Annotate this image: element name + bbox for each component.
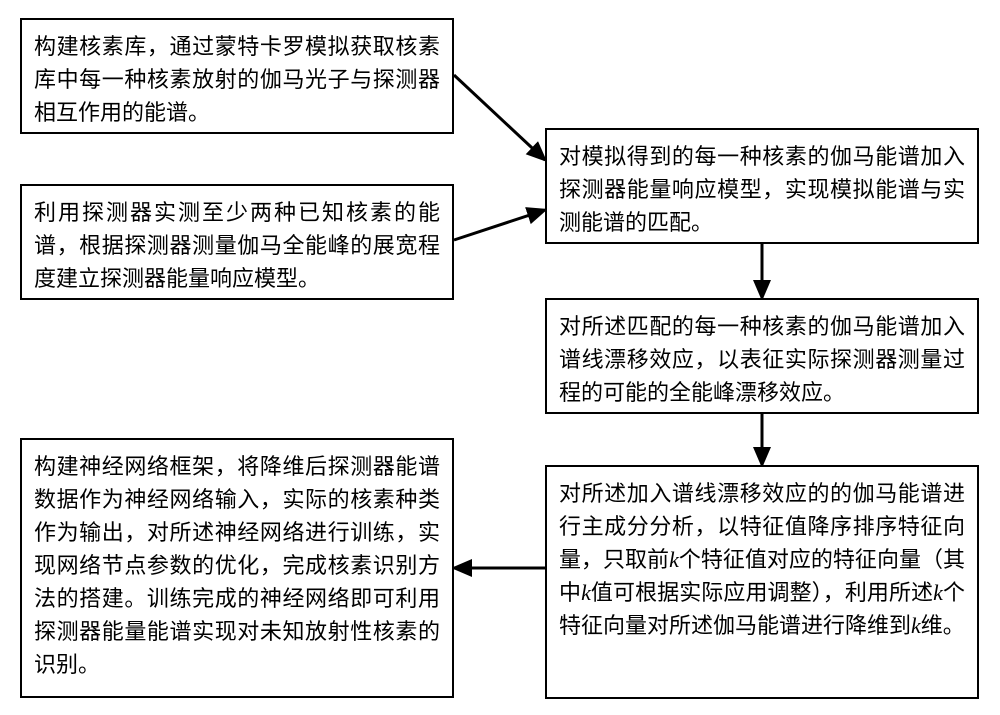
flowchart-box-box2: 利用探测器实测至少两种已知核素的能谱，根据探测器测量伽马全能峰的展宽程度建立探测… xyxy=(20,184,454,300)
flowchart-box-box3: 对模拟得到的每一种核素的伽马能谱加入探测器能量响应模型，实现模拟能谱与实测能谱的… xyxy=(545,128,979,244)
flowchart-box-box4: 对所述匹配的每一种核素的伽马能谱加入谱线漂移效应，以表征实际探测器测量过程的可能… xyxy=(545,298,979,414)
flowchart-box-box6: 构建神经网络框架，将降维后探测器能谱数据作为神经网络输入，实际的核素种类作为输出… xyxy=(20,438,454,698)
flowchart-box-box1: 构建核素库，通过蒙特卡罗模拟获取核素库中每一种核素放射的伽马光子与探测器相互作用… xyxy=(20,18,454,134)
flowchart-box-box5: 对所述加入谱线漂移效应的的伽马能谱进行主成分分析，以特征值降序排序特征向量，只取… xyxy=(545,465,979,699)
